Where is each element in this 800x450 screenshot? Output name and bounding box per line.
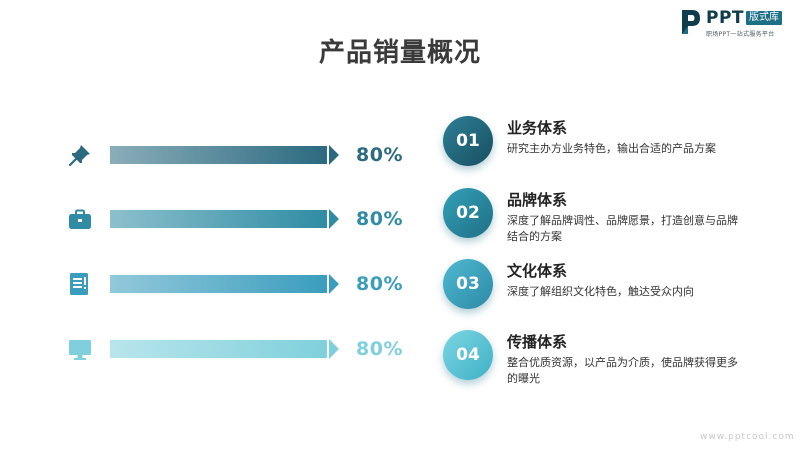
- bar-fill: [110, 275, 327, 293]
- logo-mark-icon: [682, 10, 700, 34]
- item-title: 业务体系: [507, 119, 568, 137]
- bar-fill: [110, 146, 327, 164]
- item-description: 深度了解品牌调性、品牌愿景，打造创意与品牌结合的方案: [507, 214, 738, 243]
- number-badge-1: 01: [443, 116, 493, 166]
- footer-url: www.pptcool.com: [700, 432, 795, 442]
- item-title: 品牌体系: [507, 191, 568, 209]
- progress-bar-2: [110, 209, 339, 229]
- bar-arrow-tip: [328, 274, 339, 294]
- number-badge-2: 02: [443, 188, 493, 238]
- bar-arrow-tip: [328, 209, 339, 229]
- bar-value-label: 80%: [356, 273, 403, 295]
- pin-icon: [68, 145, 90, 167]
- item-title: 传播体系: [507, 333, 568, 351]
- item-title: 文化体系: [507, 262, 568, 280]
- item-description: 深度了解组织文化特色，触达受众内向: [507, 285, 694, 298]
- logo-tag: 版式库: [746, 11, 782, 25]
- item-description: 整合优质资源，以产品为介质，使品牌获得更多的曝光: [507, 356, 738, 385]
- item-description: 研究主办方业务特色，输出合适的产品方案: [507, 142, 716, 155]
- logo-brand-text: PPT: [706, 8, 745, 28]
- page-title: 产品销量概况: [318, 38, 481, 68]
- bar-arrow-tip: [328, 339, 339, 359]
- progress-bar-4: [110, 339, 339, 359]
- logo-subtitle: 职场PPT一站式服务平台: [706, 31, 775, 38]
- bar-fill: [110, 340, 327, 358]
- bar-value-label: 80%: [356, 338, 403, 360]
- monitor-icon: [69, 340, 91, 360]
- progress-bar-3: [110, 274, 339, 294]
- progress-bar-1: [110, 145, 339, 165]
- brand-logo: PPT 版式库 职场PPT一站式服务平台: [680, 8, 792, 40]
- number-badge-4: 04: [443, 330, 493, 380]
- bar-value-label: 80%: [356, 144, 403, 166]
- bar-value-label: 80%: [356, 208, 403, 230]
- bar-fill: [110, 210, 327, 228]
- briefcase-icon: [69, 209, 91, 229]
- number-badge-3: 03: [443, 259, 493, 309]
- document-icon: [70, 273, 88, 295]
- bar-arrow-tip: [328, 145, 339, 165]
